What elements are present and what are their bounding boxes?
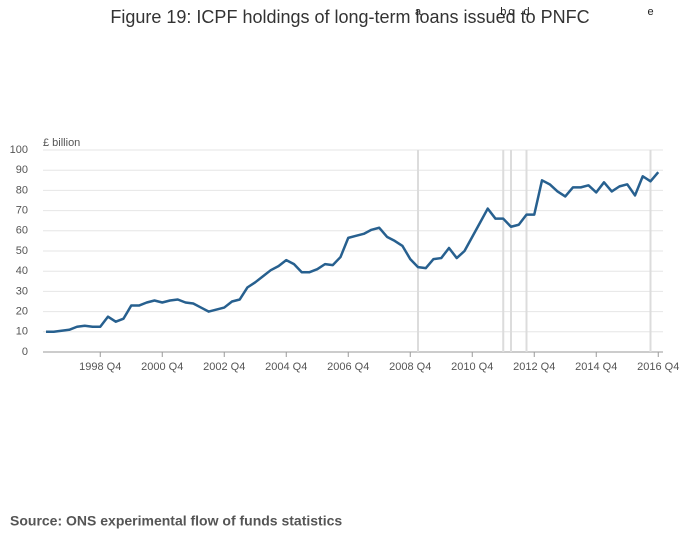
x-tick-label: 2000 Q4: [141, 361, 183, 373]
x-tick-label: 2002 Q4: [203, 361, 245, 373]
y-tick-label: 90: [16, 164, 28, 176]
x-tick-label: 1998 Q4: [79, 361, 121, 373]
annotation-label: b: [500, 6, 506, 18]
x-tick-label: 2006 Q4: [327, 361, 369, 373]
y-tick-label: 50: [16, 245, 28, 257]
annotation-label: d: [523, 6, 529, 18]
y-tick-label: 100: [10, 144, 28, 156]
annotation-label: e: [647, 6, 653, 18]
y-tick-label: 70: [16, 205, 28, 217]
series-line: [46, 171, 660, 334]
x-tick-label: 2012 Q4: [513, 361, 555, 373]
y-tick-label: 30: [16, 285, 28, 297]
x-tick-label: 2010 Q4: [451, 361, 493, 373]
y-tick-label: 10: [16, 326, 28, 338]
annotation-label: c: [508, 6, 514, 18]
x-tick-label: 2008 Q4: [389, 361, 431, 373]
y-tick-label: 20: [16, 306, 28, 318]
y-tick-label: 0: [22, 346, 28, 358]
y-tick-label: 60: [16, 225, 28, 237]
y-tick-label: 40: [16, 265, 28, 277]
x-tick-label: 2004 Q4: [265, 361, 307, 373]
chart-title: Figure 19: ICPF holdings of long-term lo…: [110, 7, 589, 27]
annotation-label: a: [415, 6, 422, 18]
x-tick-label: 2014 Q4: [575, 361, 617, 373]
y-axis-label: £ billion: [43, 137, 80, 149]
x-tick-label: 2016 Q4: [637, 361, 679, 373]
source: Source: ONS experimental flow of funds s…: [10, 513, 342, 529]
y-tick-label: 80: [16, 184, 28, 196]
